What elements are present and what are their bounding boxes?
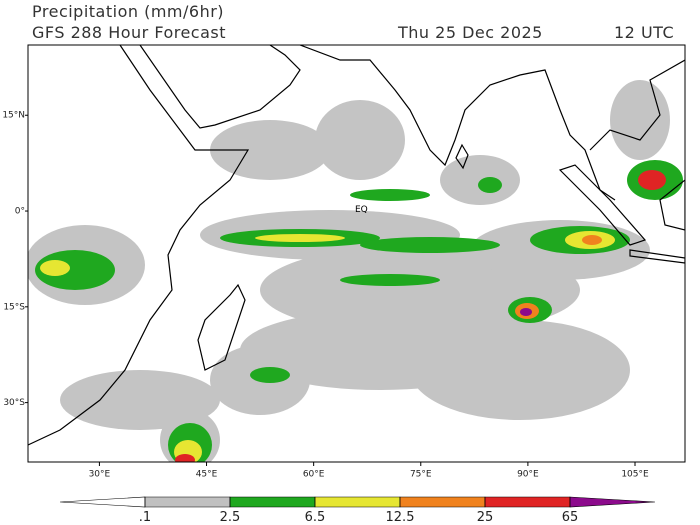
map-area: EQ	[28, 45, 685, 462]
axis-ticks: 30°E 45°E 60°E 75°E 90°E 105°E 15°N 0° 15°S 30°S	[2, 111, 649, 480]
coast-africa	[28, 45, 250, 446]
colorbar-segment	[399, 496, 486, 508]
date: Thu 25 Dec 2025	[397, 23, 543, 42]
colorbar-label: .1	[139, 510, 151, 525]
subtitle: GFS 288 Hour Forecast	[32, 23, 226, 42]
title: Precipitation (mm/6hr)	[32, 2, 224, 21]
coast-arabia	[139, 45, 301, 129]
precip-area	[610, 80, 670, 160]
lon-tick-label: 60°E	[303, 470, 325, 480]
colorbar-segment	[144, 496, 231, 508]
coast-india-asia	[299, 45, 616, 201]
coast-sumatra	[558, 164, 647, 246]
precip-area	[350, 189, 430, 201]
lat-tick-label: 15°N	[2, 111, 25, 121]
precip-area	[210, 120, 330, 180]
precip-area	[638, 170, 666, 190]
lat-tick-label: 15°S	[3, 302, 25, 312]
equator-label: EQ	[355, 205, 368, 215]
coast-indochina	[589, 59, 685, 151]
colorbar-label: 25	[477, 510, 494, 525]
lat-tick-label: 30°S	[3, 398, 25, 408]
precip-area	[478, 177, 502, 193]
lon-tick-label: 30°E	[89, 470, 111, 480]
colorbar-segment	[59, 496, 146, 508]
precip-area	[410, 320, 630, 420]
colorbar-label: 2.5	[220, 510, 241, 525]
precip-area	[315, 100, 405, 180]
map-frame	[27, 44, 686, 463]
colorbar-label: 65	[562, 510, 579, 525]
colorbar-label: 6.5	[305, 510, 326, 525]
colorbar-segment	[229, 496, 316, 508]
precip-area	[40, 260, 70, 276]
colorbar-segment	[569, 496, 656, 508]
precip-area	[520, 308, 532, 316]
precip-area	[360, 237, 500, 253]
colorbar-segment	[484, 496, 571, 508]
precip-area	[440, 155, 520, 205]
lon-tick-label: 45°E	[196, 470, 218, 480]
coastlines	[28, 45, 685, 446]
precip-area	[582, 235, 602, 245]
precip-heavy	[35, 160, 683, 462]
coast-madagascar	[197, 283, 246, 371]
precip-area	[340, 274, 440, 286]
precip-area	[255, 234, 345, 242]
colorbar: .1 2.5 6.5 12.5 25 65	[59, 496, 656, 525]
time: 12 UTC	[614, 23, 674, 42]
precip-area	[250, 367, 290, 383]
lon-tick-label: 75°E	[410, 470, 432, 480]
coast-java	[629, 249, 685, 264]
lon-tick-label: 105°E	[621, 470, 649, 480]
colorbar-segment	[314, 496, 401, 508]
colorbar-label: 12.5	[386, 510, 415, 525]
lon-tick-label: 90°E	[517, 470, 539, 480]
coast-sri-lanka	[455, 143, 469, 170]
lat-tick-label: 0°	[15, 207, 25, 217]
coast-borneo	[659, 179, 685, 231]
precip-area	[175, 454, 195, 462]
